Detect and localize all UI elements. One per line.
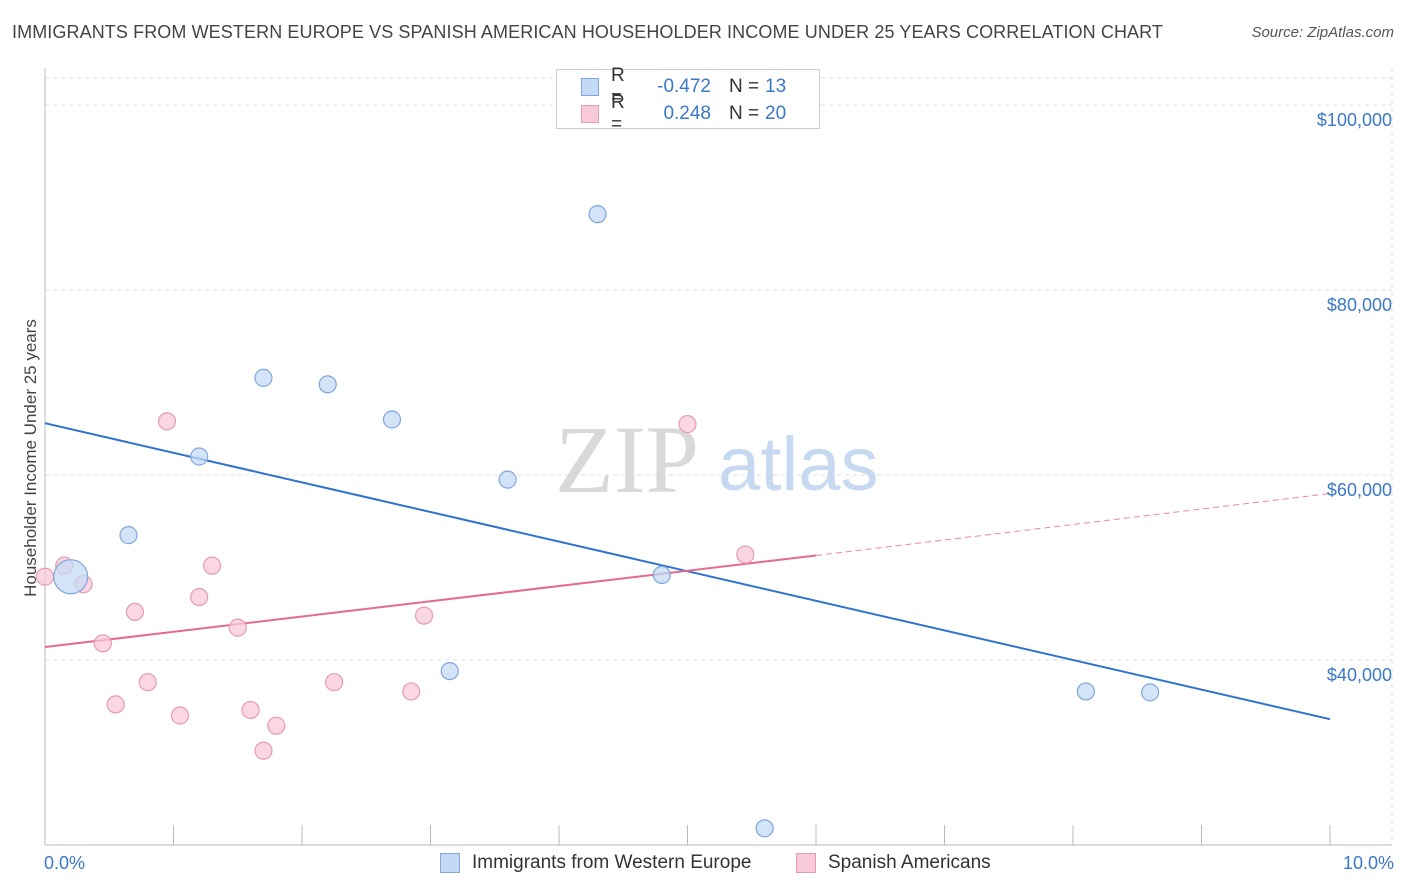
legend-swatch-blue (581, 78, 599, 96)
point-western-europe (498, 470, 517, 489)
legend-r-label: R = (611, 92, 625, 135)
y-tick-label: $100,000 (1317, 110, 1392, 130)
point-spanish-americans (157, 412, 177, 431)
legend-r-value: -0.472 (657, 76, 711, 97)
bottom-legend-swatch-blue (440, 853, 460, 873)
y-tick-label: $60,000 (1327, 480, 1392, 500)
point-western-europe (382, 410, 402, 429)
legend-row-spanish-americans: R = 0.248 N = 20 (581, 92, 787, 135)
point-western-europe (1076, 682, 1095, 701)
point-spanish-americans (241, 700, 260, 720)
point-spanish-americans (138, 673, 157, 692)
watermark-atlas: atlas (718, 422, 879, 507)
bottom-legend-spanish-americans: Spanish Americans (796, 852, 991, 874)
chart-title: IMMIGRANTS FROM WESTERN EUROPE VS SPANIS… (12, 22, 1164, 42)
point-western-europe (755, 819, 774, 838)
point-western-europe (318, 375, 337, 394)
point-spanish-americans (254, 741, 273, 760)
point-spanish-americans (170, 706, 190, 725)
trend-line-spanish-americans (44, 554, 817, 649)
point-spanish-americans (267, 716, 286, 735)
source-credit: Source: ZipAtlas.com (1251, 24, 1394, 41)
point-western-europe (652, 565, 671, 585)
point-spanish-americans (228, 618, 247, 637)
legend-r-label: R = (611, 65, 625, 108)
legend-r-value: 0.248 (663, 103, 711, 124)
legend-row-western-europe: R = -0.472 N = 13 (581, 65, 787, 108)
bottom-legend-western-europe: Immigrants from Western Europe (440, 852, 751, 874)
point-spanish-americans (736, 545, 755, 564)
legend-swatch-pink (581, 105, 599, 123)
x-tick-label-min: 0.0% (44, 853, 85, 873)
point-spanish-americans (190, 587, 209, 607)
point-spanish-americans (402, 682, 421, 701)
point-spanish-americans (202, 556, 222, 575)
point-spanish-americans (106, 695, 125, 714)
bottom-legend-label: Immigrants from Western Europe (472, 852, 752, 873)
legend-n-label: N = (729, 76, 760, 97)
watermark-zip: ZIP (555, 406, 699, 513)
point-western-europe (53, 559, 89, 595)
legend-n-label: N = (729, 103, 760, 124)
y-tick-label: $40,000 (1327, 665, 1392, 685)
point-western-europe (119, 526, 138, 545)
trend-line-spanish-americans-extension (815, 493, 1331, 556)
point-spanish-americans (325, 673, 344, 692)
point-spanish-americans (125, 602, 145, 622)
x-tick-label-max: 10.0% (1343, 853, 1394, 873)
point-western-europe (588, 205, 607, 224)
point-spanish-americans (93, 634, 112, 653)
y-axis-label: Householder Income Under 25 years (21, 319, 40, 597)
bottom-legend-label: Spanish Americans (828, 852, 991, 873)
point-western-europe (440, 661, 459, 681)
point-spanish-americans (678, 415, 697, 434)
point-western-europe (190, 447, 209, 466)
point-western-europe (1140, 683, 1160, 702)
point-western-europe (254, 368, 273, 387)
bottom-legend-swatch-pink (796, 853, 816, 873)
correlation-legend: R = -0.472 N = 13 R = 0.248 N = 20 (556, 65, 820, 135)
y-tick-label: $80,000 (1327, 295, 1392, 315)
legend-n-value: 20 (765, 103, 787, 124)
legend-n-value: 13 (765, 76, 787, 97)
point-spanish-americans (414, 606, 434, 625)
